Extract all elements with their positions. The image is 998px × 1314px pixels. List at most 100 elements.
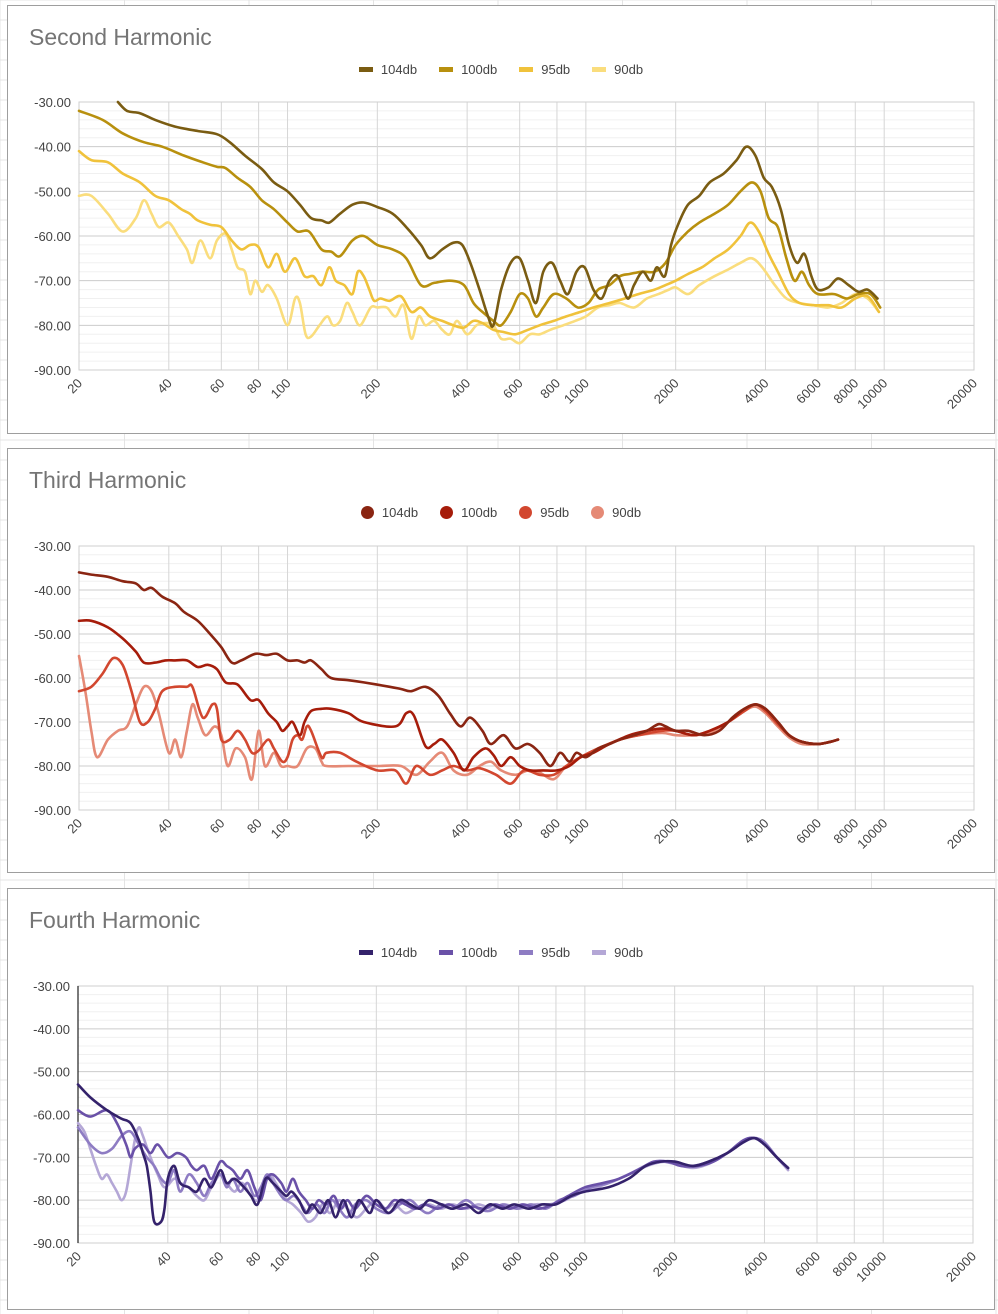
legend-line-icon — [519, 950, 534, 955]
chart-legend: 104db 100db 95db 90db — [8, 505, 994, 520]
legend-label: 95db — [541, 945, 571, 960]
legend-label: 104db — [380, 945, 418, 960]
legend-item-95db[interactable]: 95db — [519, 945, 570, 960]
y-tick-label: -60.00 — [34, 671, 71, 686]
chart-fourth-harmonic[interactable]: Fourth Harmonic 104db 100db 95db 90db -30.0… — [7, 888, 995, 1310]
y-tick-label: -90.00 — [34, 803, 71, 818]
legend-item-100db[interactable]: 100db — [439, 62, 497, 77]
chart-title: Third Harmonic — [29, 467, 187, 493]
legend-label: 104db — [380, 62, 418, 77]
x-tick-label: 4000 — [740, 1249, 771, 1280]
legend-item-104db[interactable]: 104db — [358, 945, 418, 960]
x-tick-label: 6000 — [792, 1249, 823, 1280]
legend-label: 90db — [614, 945, 644, 960]
y-tick-label: -60.00 — [33, 1108, 70, 1123]
y-tick-label: -90.00 — [34, 363, 71, 378]
legend-item-90db[interactable]: 90db — [592, 62, 643, 77]
x-tick-label: 20 — [64, 376, 85, 397]
legend-item-90db[interactable]: 90db — [591, 505, 641, 520]
x-tick-label: 600 — [500, 376, 526, 402]
x-tick-label: 2000 — [651, 816, 682, 847]
x-tick-label: 200 — [358, 816, 384, 842]
legend-label: 104db — [381, 505, 419, 520]
y-tick-label: -70.00 — [34, 274, 71, 289]
y-tick-label: -60.00 — [34, 229, 71, 244]
x-tick-label: 1000 — [561, 816, 592, 847]
legend-item-100db[interactable]: 100db — [440, 505, 497, 520]
legend-line-icon — [358, 950, 373, 955]
legend-line-icon — [592, 67, 607, 72]
legend-label: 90db — [614, 62, 644, 77]
x-tick-label: 200 — [358, 376, 384, 402]
x-tick-label: 800 — [537, 376, 563, 402]
legend-item-104db[interactable]: 104db — [360, 505, 419, 520]
chart-legend: 104db 100db 95db 90db — [8, 62, 994, 77]
x-tick-label: 40 — [153, 1249, 174, 1270]
x-tick-label: 4000 — [741, 816, 772, 847]
y-tick-label: -80.00 — [34, 318, 71, 333]
x-tick-label: 600 — [500, 816, 526, 842]
legend-item-95db[interactable]: 95db — [519, 505, 569, 520]
plot-area-border — [78, 101, 975, 371]
x-tick-label: 80 — [244, 816, 265, 837]
x-tick-label: 20000 — [944, 816, 980, 852]
x-tick-label: 2000 — [651, 376, 682, 407]
legend-line-icon — [592, 950, 607, 955]
legend-dot-icon — [519, 506, 533, 519]
x-tick-label: 80 — [243, 1249, 264, 1270]
x-tick-label: 20 — [63, 1249, 84, 1270]
chart-legend: 104db 100db 95db 90db — [8, 945, 994, 960]
legend-item-90db[interactable]: 90db — [592, 945, 643, 960]
y-tick-label: -90.00 — [33, 1236, 70, 1251]
x-tick-label: 40 — [154, 376, 175, 397]
legend-item-100db[interactable]: 100db — [439, 945, 497, 960]
legend-item-95db[interactable]: 95db — [519, 62, 570, 77]
x-tick-label: 200 — [357, 1249, 383, 1275]
y-tick-label: -30.00 — [34, 539, 71, 554]
x-tick-label: 2000 — [650, 1249, 681, 1280]
y-tick-label: -80.00 — [33, 1193, 70, 1208]
y-tick-label: -70.00 — [33, 1150, 70, 1165]
x-tick-label: 400 — [447, 376, 473, 402]
chart-title: Second Harmonic — [29, 24, 212, 50]
x-tick-label: 800 — [536, 1249, 562, 1275]
legend-label: 100db — [461, 62, 498, 77]
x-tick-label: 1000 — [561, 376, 592, 407]
y-tick-label: -50.00 — [34, 627, 71, 642]
legend-item-104db[interactable]: 104db — [358, 62, 418, 77]
series-line-100db — [77, 109, 882, 327]
x-tick-label: 600 — [499, 1249, 525, 1275]
legend-line-icon — [519, 67, 534, 72]
legend-label: 100db — [461, 945, 498, 960]
y-tick-label: -30.00 — [34, 95, 71, 110]
y-tick-label: -40.00 — [34, 140, 71, 155]
legend-label: 90db — [612, 505, 642, 520]
x-tick-label: 10000 — [853, 1249, 889, 1285]
x-tick-label: 6000 — [793, 376, 824, 407]
chart-plot: -30.00 -40.00 -50.00 -60.00 -70.00 -80.00 -90.… — [33, 979, 979, 1285]
series-line-95db — [76, 1126, 790, 1219]
plot-area-border — [78, 545, 975, 811]
x-tick-label: 100 — [267, 1249, 293, 1275]
x-tick-label: 60 — [207, 816, 228, 837]
series-line-104db — [76, 1083, 790, 1226]
x-tick-label: 60 — [207, 376, 228, 397]
series-line-95db — [77, 149, 881, 336]
series-line-90db — [77, 193, 881, 345]
legend-dot-icon — [591, 506, 605, 519]
legend-line-icon — [358, 67, 373, 72]
chart-second-harmonic[interactable]: Second Harmonic 104db 100db 95db 90db -30.0… — [7, 5, 995, 434]
chart-third-harmonic[interactable]: Third Harmonic 104db 100db 95db 90db -30.00… — [7, 448, 995, 873]
y-tick-label: -70.00 — [34, 715, 71, 730]
x-tick-label: 20000 — [944, 376, 980, 412]
x-tick-label: 6000 — [793, 816, 824, 847]
legend-dot-icon — [360, 506, 374, 519]
legend-dot-icon — [440, 506, 454, 519]
x-tick-label: 100 — [268, 816, 294, 842]
x-tick-label: 100 — [268, 376, 294, 402]
series-line-104db — [77, 571, 840, 768]
legend-label: 95db — [541, 62, 571, 77]
series-line-100db — [76, 1108, 790, 1211]
legend-label: 95db — [540, 505, 570, 520]
x-tick-label: 10000 — [854, 816, 890, 852]
